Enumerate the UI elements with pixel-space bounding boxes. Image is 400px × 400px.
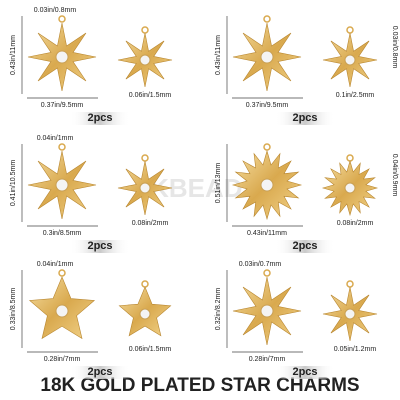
- detail-label: 0.08in/2mm: [337, 220, 374, 227]
- charm-loop: [346, 280, 354, 288]
- rhinestone: [139, 54, 151, 66]
- height-label: 0.43in/11mm: [10, 35, 17, 75]
- loop-label: 0.04in/1mm: [37, 135, 74, 142]
- charm-loop: [141, 154, 149, 162]
- height-label: 0.43in/11mm: [215, 35, 222, 75]
- count-label: 2pcs: [292, 366, 317, 378]
- detail-label: 0.05in/1.2mm: [334, 346, 377, 353]
- count-label: 2pcs: [292, 240, 317, 252]
- count-tag: [70, 240, 130, 253]
- width-label: 0.37in/9.5mm: [246, 102, 289, 109]
- rhinestone: [139, 308, 151, 320]
- count-tag: [275, 240, 335, 253]
- height-label: 0.32in/8.2mm: [215, 288, 222, 331]
- count-label: 2pcs: [292, 112, 317, 124]
- rhinestone: [344, 54, 356, 66]
- charm-loop: [263, 269, 271, 277]
- count-label: 2pcs: [87, 366, 112, 378]
- count-tag: [70, 366, 130, 379]
- rhinestone: [55, 50, 69, 64]
- charm-loop: [263, 143, 271, 151]
- rhinestone: [55, 304, 69, 318]
- charm-loop: [141, 280, 149, 288]
- title: 18K GOLD PLATED STAR CHARMS: [40, 375, 359, 396]
- count-tag: [70, 112, 130, 125]
- charm-loop: [58, 269, 66, 277]
- rhinestone: [55, 178, 69, 192]
- rhinestone: [260, 304, 274, 318]
- loop-label: 0.03in/0.8mm: [391, 26, 398, 69]
- rhinestone: [344, 182, 356, 194]
- count-label: 2pcs: [87, 240, 112, 252]
- width-label: 0.28in/7mm: [249, 356, 286, 363]
- charm-loop: [58, 15, 66, 23]
- rhinestone: [260, 178, 274, 192]
- count-tag: [275, 366, 335, 379]
- detail-label: 0.08in/2mm: [132, 220, 169, 227]
- rhinestone: [344, 308, 356, 320]
- detail-label: 0.06in/1.5mm: [129, 92, 172, 99]
- count-label: 2pcs: [87, 112, 112, 124]
- loop-label: 0.03in/0.8mm: [34, 7, 77, 14]
- height-label: 0.51in/13mm: [215, 163, 222, 204]
- rhinestone: [139, 182, 151, 194]
- width-label: 0.37in/9.5mm: [41, 102, 84, 109]
- detail-label: 0.06in/1.5mm: [129, 346, 172, 353]
- charm-loop: [263, 15, 271, 23]
- count-tag: [275, 112, 335, 125]
- charm-loop: [58, 143, 66, 151]
- width-label: 0.3in/8.5mm: [43, 230, 82, 237]
- charm-loop: [346, 26, 354, 34]
- width-label: 0.28in/7mm: [44, 356, 81, 363]
- height-label: 0.33in/8.5mm: [10, 288, 17, 331]
- height-label: 0.41in/10.5mm: [10, 160, 17, 206]
- width-label: 0.43in/11mm: [247, 230, 287, 237]
- loop-label: 0.04in/1mm: [37, 261, 74, 268]
- charm-loop: [141, 26, 149, 34]
- detail-label: 0.1in/2.5mm: [336, 92, 375, 99]
- rhinestone: [260, 50, 274, 64]
- loop-label: 0.04in/0.9mm: [391, 154, 398, 197]
- loop-label: 0.03in/0.7mm: [239, 261, 282, 268]
